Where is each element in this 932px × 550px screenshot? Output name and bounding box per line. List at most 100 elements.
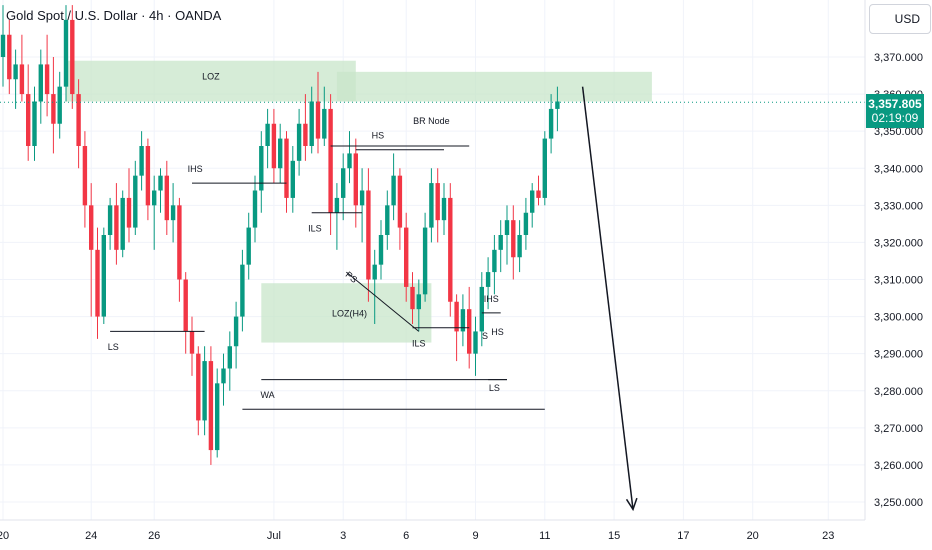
projection-arrow[interactable] <box>581 86 634 510</box>
candle-body[interactable] <box>145 146 151 206</box>
currency-selector[interactable] <box>869 4 931 34</box>
candle-body[interactable] <box>126 197 132 228</box>
candle-body[interactable] <box>152 190 157 206</box>
candle-body[interactable] <box>271 123 277 169</box>
candle-body[interactable] <box>57 86 62 124</box>
candle-body[interactable] <box>435 183 440 221</box>
candle-body[interactable] <box>196 353 201 421</box>
price-axis[interactable] <box>865 0 932 550</box>
candle-body[interactable] <box>366 190 371 280</box>
candle-body[interactable] <box>296 123 302 161</box>
candle-body[interactable] <box>498 235 503 250</box>
candle-body[interactable] <box>391 175 396 206</box>
candle-body[interactable] <box>44 64 50 95</box>
candle-body[interactable] <box>82 146 88 206</box>
candle-body[interactable] <box>410 286 415 310</box>
candle-body[interactable] <box>404 227 409 287</box>
candle-body[interactable] <box>309 101 314 147</box>
candle-body[interactable] <box>208 361 214 451</box>
trend-line[interactable] <box>346 271 420 332</box>
candle-body[interactable] <box>290 160 295 198</box>
candle-body[interactable] <box>460 309 466 332</box>
candle-body[interactable] <box>170 205 176 221</box>
annotation-label: LOZ(H4) <box>332 309 367 319</box>
candle-body[interactable] <box>183 279 188 332</box>
currency-label[interactable]: USD <box>894 12 920 26</box>
candle-body[interactable] <box>7 34 12 80</box>
candle-body[interactable] <box>38 64 43 102</box>
candle-body[interactable] <box>278 138 283 169</box>
candle-body[interactable] <box>385 205 390 235</box>
candle-body[interactable] <box>177 205 182 280</box>
candle-body[interactable] <box>322 108 327 139</box>
candle-body[interactable] <box>259 146 264 191</box>
candle-body[interactable] <box>467 309 472 354</box>
candle-body[interactable] <box>114 205 119 250</box>
candle-body[interactable] <box>284 138 289 198</box>
candle-body[interactable] <box>347 153 352 169</box>
candle-body[interactable] <box>51 94 56 124</box>
candle-body[interactable] <box>265 123 270 146</box>
candle-body[interactable] <box>120 197 125 250</box>
candle-body[interactable] <box>353 153 358 206</box>
candle-body[interactable] <box>492 249 497 273</box>
candle-body[interactable] <box>189 331 195 354</box>
candle-body[interactable] <box>164 175 169 221</box>
candle-body[interactable] <box>397 175 403 228</box>
candle-body[interactable] <box>240 264 245 317</box>
candle-body[interactable] <box>422 227 428 295</box>
candle-body[interactable] <box>548 108 554 139</box>
candle-body[interactable] <box>511 220 516 258</box>
time-axis[interactable] <box>0 520 865 550</box>
time-axis-label: 17 <box>677 530 689 542</box>
candle-body[interactable] <box>429 183 434 228</box>
candle-body[interactable] <box>227 346 232 369</box>
candle-body[interactable] <box>13 64 18 80</box>
candle-body[interactable] <box>359 190 365 206</box>
candle-body[interactable] <box>19 64 25 95</box>
candle-body[interactable] <box>89 205 94 250</box>
candle-body[interactable] <box>448 197 453 302</box>
candle-body[interactable] <box>341 168 346 198</box>
candle-body[interactable] <box>504 220 510 235</box>
candle-body[interactable] <box>70 19 75 95</box>
candle-body[interactable] <box>328 108 333 213</box>
price-axis-label: 3,250.000 <box>874 497 923 509</box>
candle-body[interactable] <box>32 101 37 147</box>
candle-body[interactable] <box>63 19 69 87</box>
candle-body[interactable] <box>215 383 220 451</box>
candle-body[interactable] <box>303 123 308 146</box>
candle-body[interactable] <box>479 286 484 332</box>
candle-body[interactable] <box>221 368 226 384</box>
candle-body[interactable] <box>378 235 384 265</box>
candle-body[interactable] <box>555 101 560 109</box>
candle-body[interactable] <box>473 331 478 354</box>
candle-body[interactable] <box>107 205 113 235</box>
candle-body[interactable] <box>416 294 421 310</box>
current-price-tag: 3,357.805 02:19:09 <box>866 94 924 129</box>
candle-body[interactable] <box>252 190 258 228</box>
candle-body[interactable] <box>517 235 522 258</box>
candle-body[interactable] <box>536 190 541 198</box>
candle-body[interactable] <box>139 146 144 176</box>
candle-body[interactable] <box>454 301 459 332</box>
candle-body[interactable] <box>133 175 138 228</box>
candle-body[interactable] <box>26 94 31 146</box>
candle-body[interactable] <box>202 361 207 421</box>
candle-body[interactable] <box>334 197 340 213</box>
candle-body[interactable] <box>246 227 251 265</box>
candle-body[interactable] <box>158 175 163 191</box>
candle-body[interactable] <box>441 197 447 221</box>
candle-body[interactable] <box>95 249 100 317</box>
candle-body[interactable] <box>0 34 6 57</box>
candle-body[interactable] <box>485 272 491 287</box>
candle-body[interactable] <box>523 212 529 235</box>
candle-body[interactable] <box>101 235 106 317</box>
candle-body[interactable] <box>233 316 239 347</box>
candle-body[interactable] <box>315 101 321 139</box>
candle-body[interactable] <box>372 264 377 280</box>
candle-body[interactable] <box>76 94 81 146</box>
candle-body[interactable] <box>530 190 535 213</box>
candle-body[interactable] <box>542 138 547 198</box>
